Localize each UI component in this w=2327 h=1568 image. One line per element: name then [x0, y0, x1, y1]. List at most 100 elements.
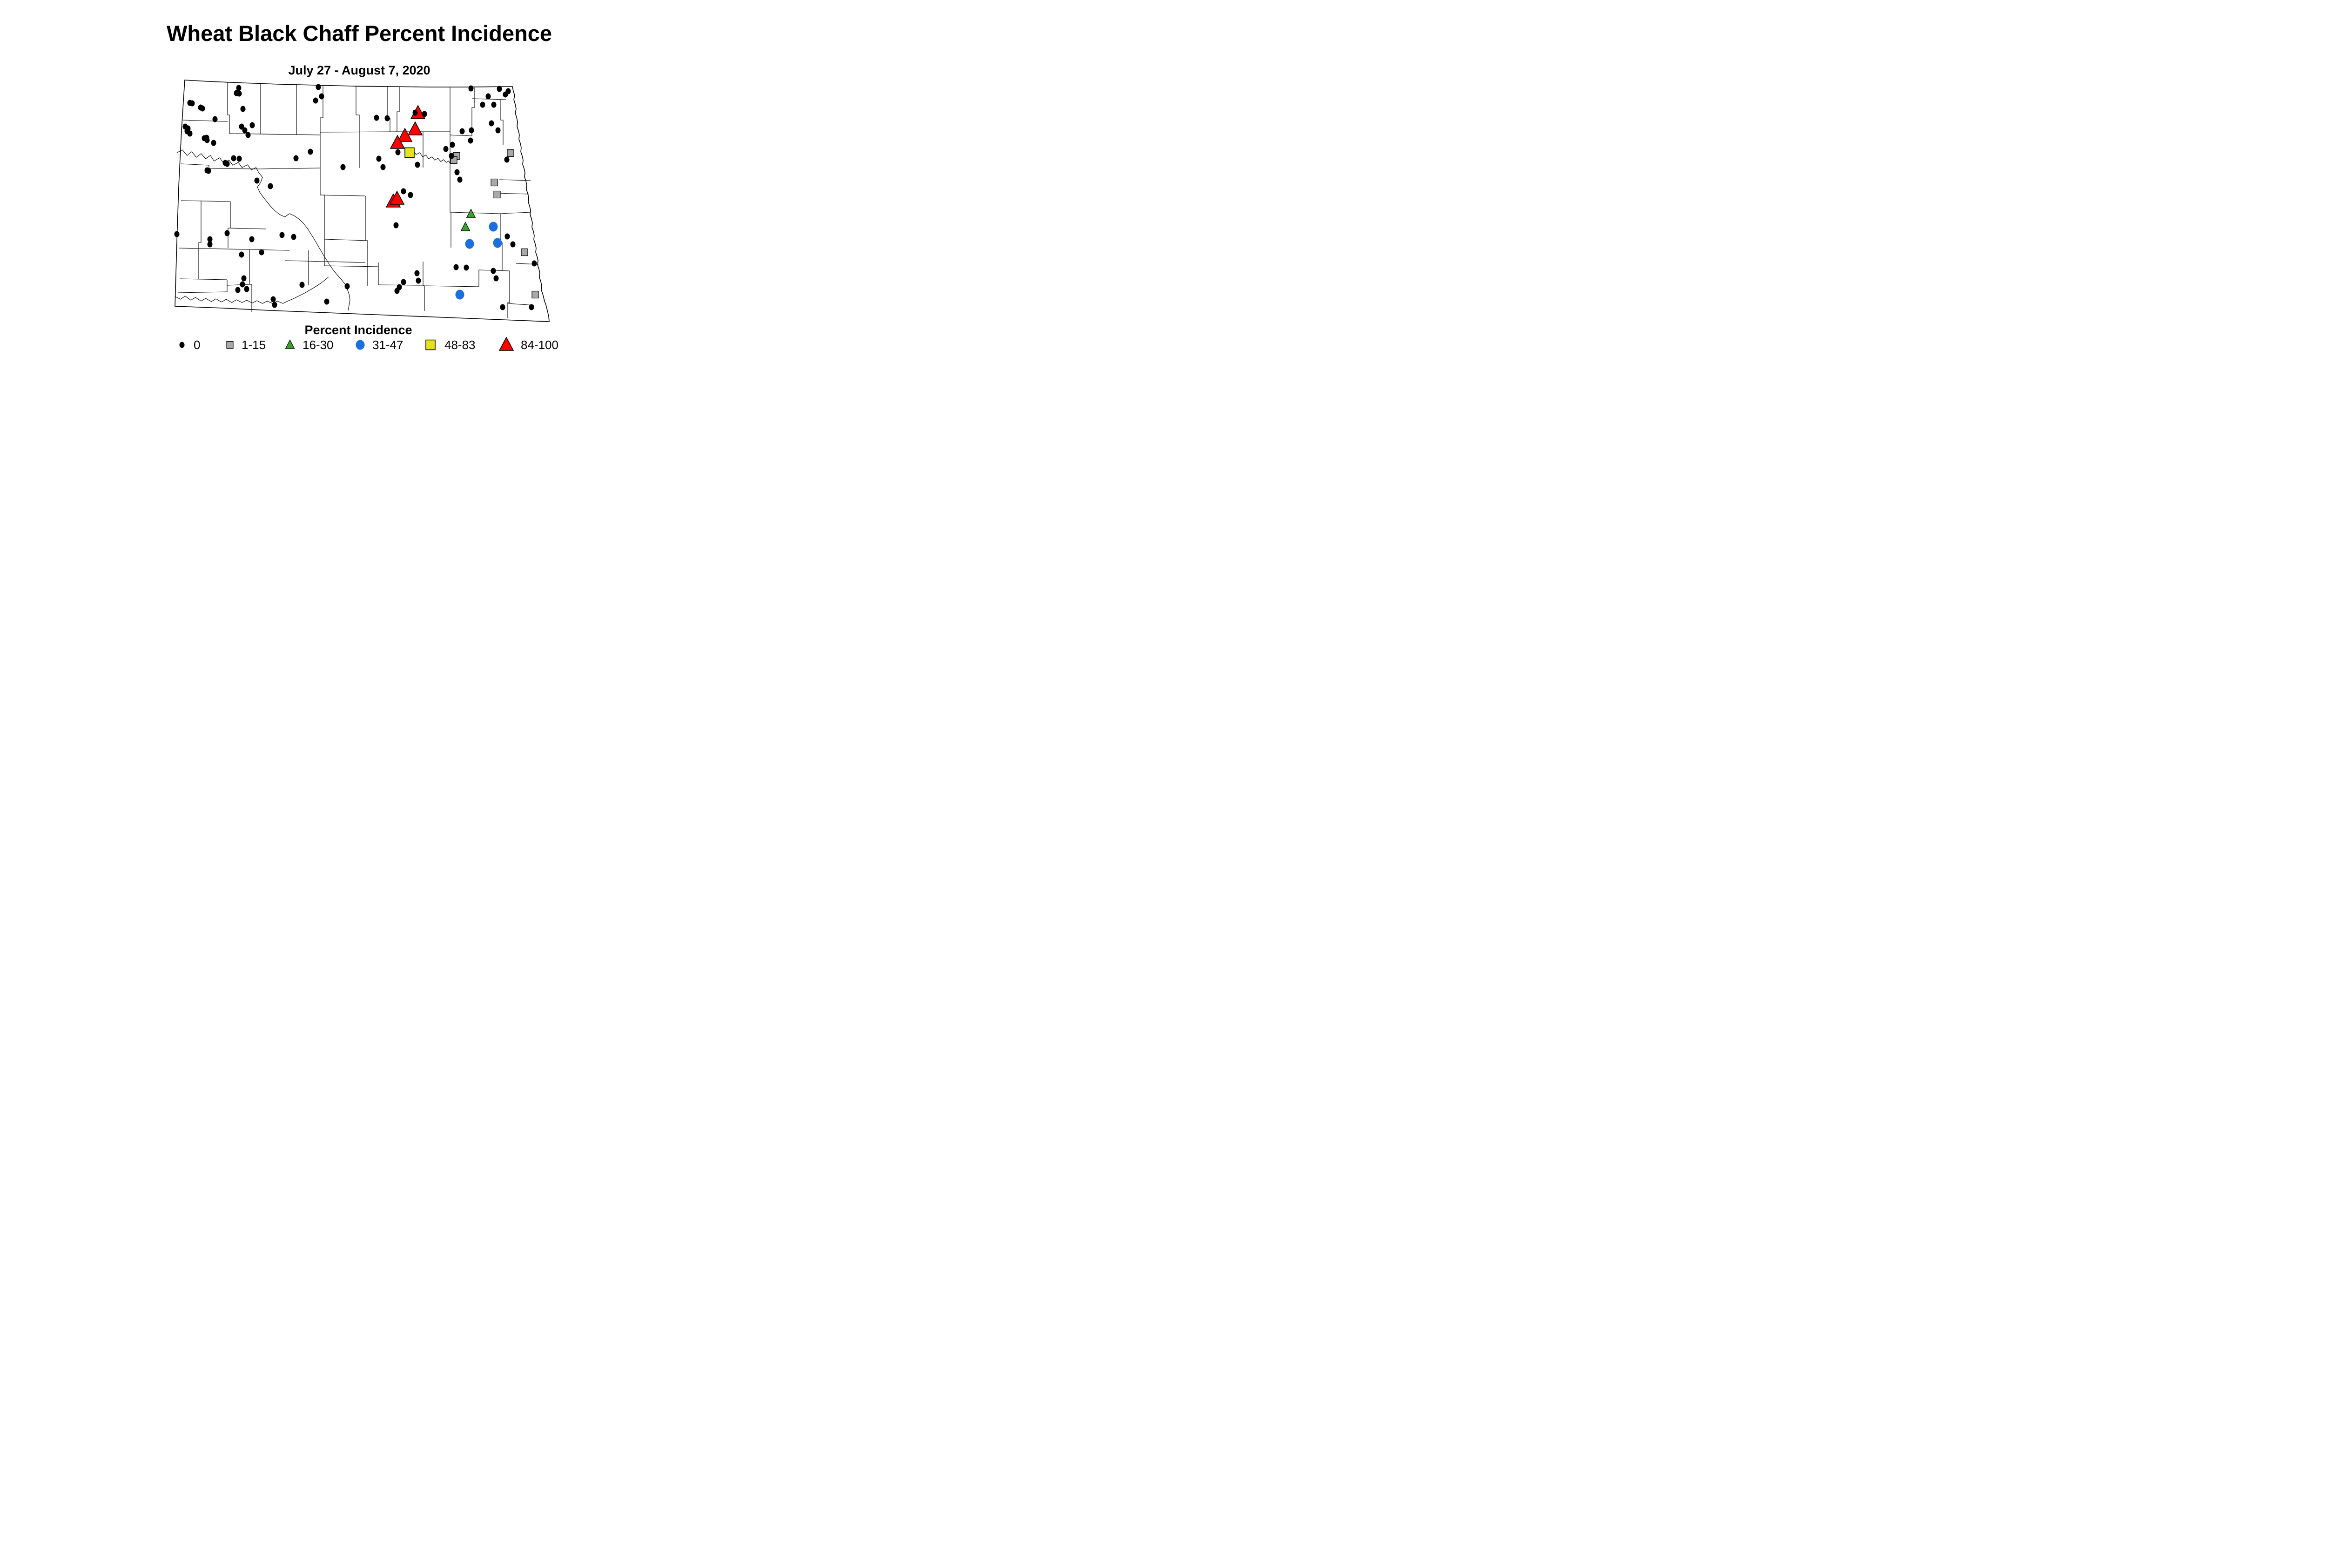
marker-zero-dot — [504, 156, 510, 163]
marker-zero-dot — [344, 283, 350, 289]
marker-zero-dot — [529, 304, 534, 310]
marker-zero-dot — [468, 137, 473, 144]
legend-item-label: 1-15 — [242, 338, 266, 352]
marker-zero-dot — [187, 130, 193, 137]
marker-zero-dot — [401, 188, 406, 195]
legend-item: 0 — [179, 338, 200, 352]
legend-item: 48-83 — [425, 338, 476, 352]
marker-zero-dot — [401, 279, 406, 285]
dot-legend-icon — [179, 342, 185, 348]
gray-square-legend-icon — [226, 341, 234, 349]
chart-subtitle: July 27 - August 7, 2020 — [288, 63, 430, 77]
marker-zero-dot — [374, 114, 379, 121]
marker-zero-dot — [236, 155, 242, 162]
marker-zero-dot — [236, 90, 242, 97]
marker-blue-circle — [455, 289, 464, 300]
marker-zero-dot — [231, 155, 236, 162]
legend-item: 16-30 — [285, 338, 334, 352]
sheyenne-river — [413, 150, 451, 164]
marker-zero-dot — [454, 169, 460, 175]
marker-zero-dot — [480, 101, 485, 108]
legend-item: 1-15 — [226, 338, 266, 352]
marker-gray-square — [507, 149, 514, 157]
marker-zero-dot — [241, 275, 247, 282]
chart-title: Wheat Black Chaff Percent Incidence — [167, 21, 552, 46]
marker-zero-dot — [239, 123, 244, 130]
marker-gray-square — [521, 248, 528, 256]
marker-zero-dot — [497, 86, 502, 92]
marker-zero-dot — [408, 192, 413, 198]
rivers — [175, 149, 451, 311]
marker-zero-dot — [291, 234, 296, 240]
marker-zero-dot — [174, 231, 180, 237]
red-triangle-legend-icon — [498, 336, 514, 351]
marker-zero-dot — [394, 288, 400, 294]
marker-zero-dot — [495, 127, 501, 134]
marker-zero-dot — [453, 264, 459, 270]
marker-red-triangle — [389, 190, 405, 205]
marker-zero-dot — [449, 153, 454, 159]
marker-zero-dot — [376, 155, 382, 162]
marker-zero-dot — [485, 93, 491, 100]
marker-zero-dot — [504, 233, 510, 240]
marker-zero-dot — [324, 298, 330, 305]
marker-zero-dot — [207, 236, 213, 242]
marker-zero-dot — [340, 164, 346, 170]
marker-zero-dot — [468, 85, 474, 92]
marker-zero-dot — [415, 162, 420, 168]
marker-blue-circle — [493, 238, 502, 248]
marker-zero-dot — [245, 132, 251, 138]
marker-zero-dot — [206, 168, 211, 174]
legend-item-label: 31-47 — [372, 338, 404, 352]
marker-zero-dot — [308, 148, 313, 155]
marker-zero-dot — [268, 183, 273, 189]
marker-zero-dot — [491, 101, 497, 108]
marker-zero-dot — [395, 149, 401, 155]
marker-zero-dot — [239, 251, 244, 258]
marker-zero-dot — [384, 115, 390, 121]
marker-zero-dot — [224, 161, 230, 167]
marker-zero-dot — [489, 120, 494, 127]
marker-zero-dot — [211, 140, 216, 146]
marker-red-triangle — [407, 121, 423, 135]
marker-red-triangle — [390, 135, 405, 149]
marker-zero-dot — [254, 177, 260, 184]
marker-zero-dot — [299, 282, 305, 288]
marker-blue-circle — [465, 239, 474, 249]
marker-zero-dot — [244, 286, 249, 292]
marker-zero-dot — [259, 249, 264, 256]
marker-zero-dot — [240, 106, 246, 112]
marker-gray-square — [493, 190, 501, 199]
marker-zero-dot — [272, 302, 277, 308]
figure: Wheat Black Chaff Percent Incidence July… — [0, 0, 719, 375]
legend-item: 31-47 — [356, 338, 404, 352]
legend-title: Percent Incidence — [304, 323, 412, 337]
blue-circle-legend-icon — [356, 340, 365, 350]
marker-green-triangle — [466, 209, 476, 218]
marker-zero-dot — [531, 260, 537, 267]
marker-zero-dot — [316, 84, 321, 90]
marker-zero-dot — [414, 270, 420, 276]
marker-zero-dot — [412, 109, 418, 116]
legend-item-label: 48-83 — [444, 338, 476, 352]
marker-zero-dot — [313, 97, 318, 104]
yellow-square-legend-icon — [425, 339, 436, 350]
legend: Percent Incidence 0 1-15 16-30 31-47 48-83 84… — [179, 323, 558, 352]
county-boundaries — [178, 82, 539, 318]
marker-zero-dot — [393, 222, 399, 229]
north-dakota-map: Percent Incidence 0 1-15 16-30 31-47 48-83 84… — [174, 80, 558, 352]
marker-zero-dot — [380, 164, 386, 170]
marker-zero-dot — [450, 141, 455, 148]
marker-green-triangle — [460, 222, 471, 231]
marker-zero-dot — [249, 122, 255, 128]
marker-zero-dot — [204, 137, 210, 143]
marker-zero-dot — [459, 128, 465, 135]
marker-zero-dot — [189, 100, 195, 107]
marker-zero-dot — [224, 230, 230, 236]
marker-layer — [174, 84, 539, 310]
marker-gray-square — [531, 290, 539, 299]
marker-zero-dot — [207, 241, 213, 248]
legend-item-label: 16-30 — [303, 338, 334, 352]
marker-zero-dot — [510, 241, 516, 248]
green-triangle-legend-icon — [285, 339, 295, 349]
